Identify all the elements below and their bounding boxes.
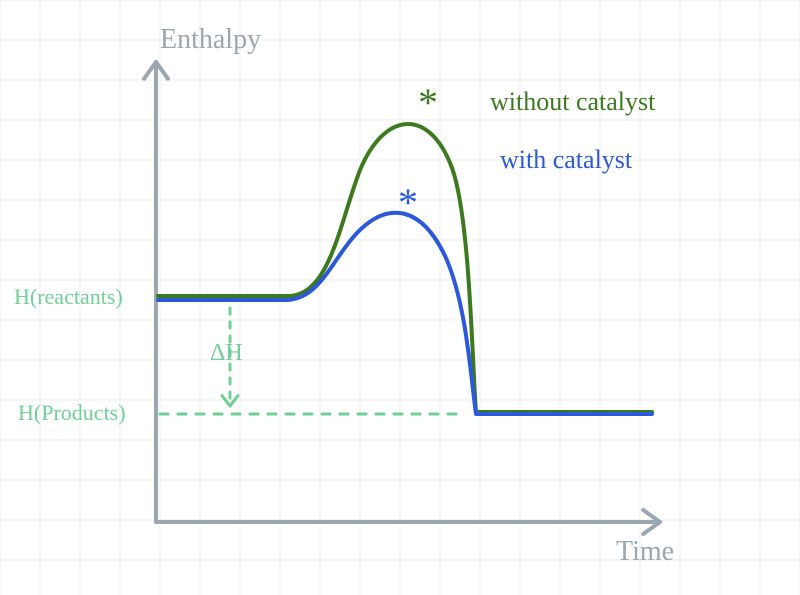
y-axis-label: Enthalpy [160,24,261,55]
delta-h-label: ΔH [210,340,243,366]
legend-with-catalyst: with catalyst [500,145,633,174]
reactants-label: H(reactants) [14,284,123,309]
asterisk-icon: * [398,180,418,225]
x-axis-label: Time [616,536,674,567]
products-label: H(Products) [18,400,126,425]
asterisk-icon: * [418,80,438,125]
legend-without-catalyst: without catalyst [490,87,656,116]
